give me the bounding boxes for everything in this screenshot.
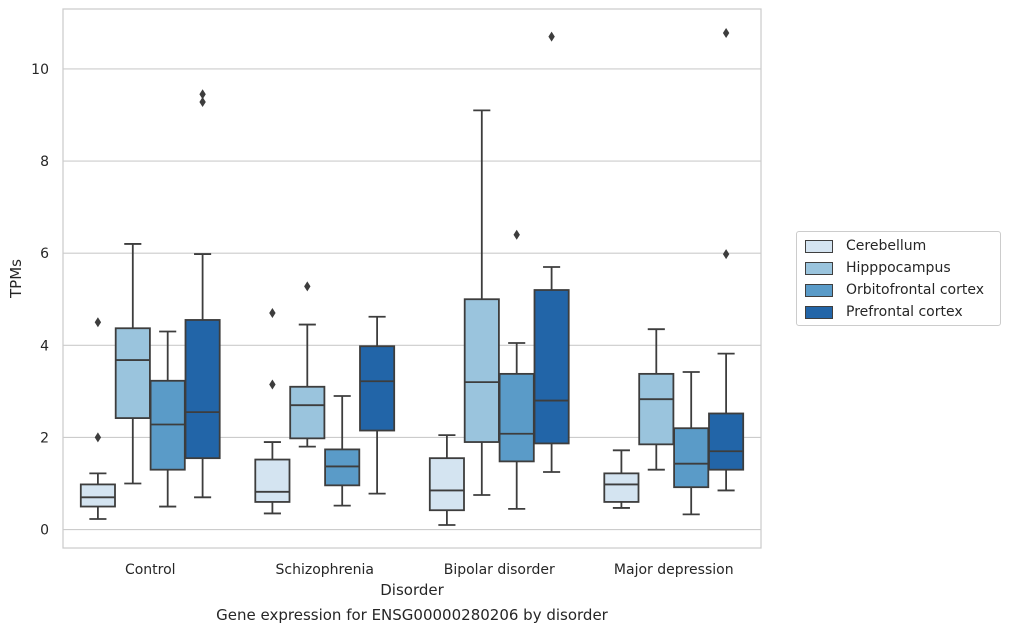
box-iqr [428,457,465,512]
box-iqr [533,289,570,445]
legend-swatch-orbitofrontal [805,283,833,297]
box-iqr [673,427,710,489]
box-iqr [324,448,361,487]
box-3-2 [533,31,570,473]
x-axis-label: Disorder [380,581,444,599]
box-0-0 [79,317,116,520]
box-iqr [498,372,535,463]
box-iqr [114,327,151,419]
outlier-point [722,27,730,38]
box-0-3 [603,449,640,509]
x-tick-label: Schizophrenia [276,562,374,578]
box-3-3 [708,27,745,492]
y-tick-label: 4 [40,338,49,354]
x-tick-label: Major depression [614,562,734,578]
box-iqr [708,412,745,471]
y-axis-ticks: 0 2 4 6 8 10 [31,62,49,539]
box-iqr [289,385,326,440]
legend-swatch-hippocampus [805,261,833,275]
outlier-point [722,249,730,260]
box-iqr [463,298,500,443]
legend-label-orbitofrontal: Orbitofrontal cortex [846,282,984,298]
legend-swatch-cerebellum [805,239,833,253]
x-tick-label: Bipolar disorder [444,562,555,578]
box-1-1 [289,281,326,448]
y-tick-label: 0 [40,523,49,539]
y-tick-label: 8 [40,154,49,170]
legend-label-hippocampus: Hipppocampus [846,260,951,276]
outlier-point [199,97,206,108]
x-tick-label: Control [125,562,176,578]
outlier-point [548,31,555,42]
box-iqr [79,483,116,508]
box-0-2 [428,434,465,526]
box-iqr [359,345,396,432]
outlier-point [94,317,102,328]
box-2-3 [673,371,710,516]
box-3-0 [184,89,221,499]
box-iqr [638,372,675,446]
chart-legend: Cerebellum Hipppocampus Orbitofrontal co… [796,231,1001,326]
legend-swatch-prefrontal [805,305,833,319]
box-1-3 [638,328,675,471]
y-tick-label: 2 [40,430,49,446]
outlier-point [513,229,520,240]
box-1-2 [463,109,500,496]
outlier-point [304,281,311,292]
plot-area-frame [62,8,762,549]
legend-item-hippocampus: Hipppocampus [805,258,951,278]
box-2-0 [149,330,186,508]
box-iqr [184,319,221,460]
box-2-2 [498,229,535,510]
box-0-1 [254,308,291,515]
legend-label-prefrontal: Prefrontal cortex [846,304,963,320]
box-iqr [603,472,640,503]
box-1-0 [114,243,151,485]
box-iqr [254,458,291,503]
legend-item-prefrontal: Prefrontal cortex [805,302,963,322]
box-3-1 [359,315,396,495]
legend-label-cerebellum: Cerebellum [846,238,927,254]
outlier-point [199,89,206,100]
x-axis-ticks: Control Schizophrenia Bipolar disorder Majo… [125,562,734,578]
chart-caption: Gene expression for ENSG00000280206 by d… [216,606,608,624]
legend-item-cerebellum: Cerebellum [805,236,926,256]
legend-item-orbitofrontal: Orbitofrontal cortex [805,280,984,300]
y-tick-label: 6 [40,246,49,262]
outlier-point [269,379,276,390]
box-series [79,27,745,526]
outlier-point [269,308,276,319]
box-2-1 [324,395,361,507]
y-tick-label: 10 [31,62,49,78]
outlier-point [94,432,102,443]
y-axis-label: TPMs [7,259,25,299]
